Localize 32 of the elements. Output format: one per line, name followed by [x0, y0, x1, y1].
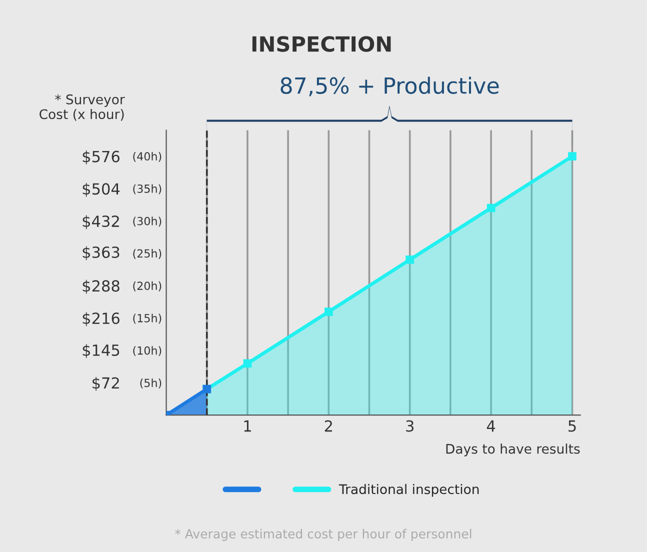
y-tick-label: $576 — [82, 150, 120, 164]
y-tick-label: $504 — [82, 182, 120, 197]
y2-tick-label: (25h) — [133, 249, 162, 259]
y-tick-label: $432 — [82, 215, 119, 230]
y2-tick-label: (40h) — [133, 152, 162, 162]
y-tick-label: $216 — [82, 312, 120, 326]
y2-tick-label: (35h) — [133, 184, 162, 194]
x-tick-label: 3 — [406, 420, 414, 432]
chart-title: INSPECTION — [252, 36, 391, 52]
y2-tick-label: (30h) — [133, 216, 162, 227]
y-tick-label: $145 — [82, 344, 120, 358]
y-tick-label: $363 — [82, 246, 120, 260]
x-tick-label: 5 — [568, 420, 576, 432]
text: 87,5% + Productive — [280, 76, 499, 96]
y2-tick-label: (15h) — [133, 314, 162, 324]
point — [324, 308, 333, 316]
y-axis-title: * Surveyor Cost (x hour) — [40, 94, 125, 121]
y-tick-label: $288 — [82, 280, 120, 294]
point — [243, 359, 252, 368]
y2-tick-label: (5h) — [140, 378, 162, 388]
legend-label: Traditional inspection — [338, 484, 479, 497]
point — [406, 255, 414, 264]
y2-tick-label: (20h) — [133, 281, 162, 292]
x-tick-label: 2 — [324, 420, 332, 432]
x-tick-label: 4 — [486, 420, 496, 432]
x-axis-title: Days to have results — [446, 444, 580, 456]
point — [486, 204, 496, 212]
y-tick-label: $72 — [92, 376, 119, 391]
point — [568, 152, 576, 160]
text: * Average estimated cost per hour of personnel — [175, 528, 472, 541]
y2-tick-label: (10h) — [133, 346, 162, 356]
x-tick-label: 1 — [244, 420, 251, 432]
